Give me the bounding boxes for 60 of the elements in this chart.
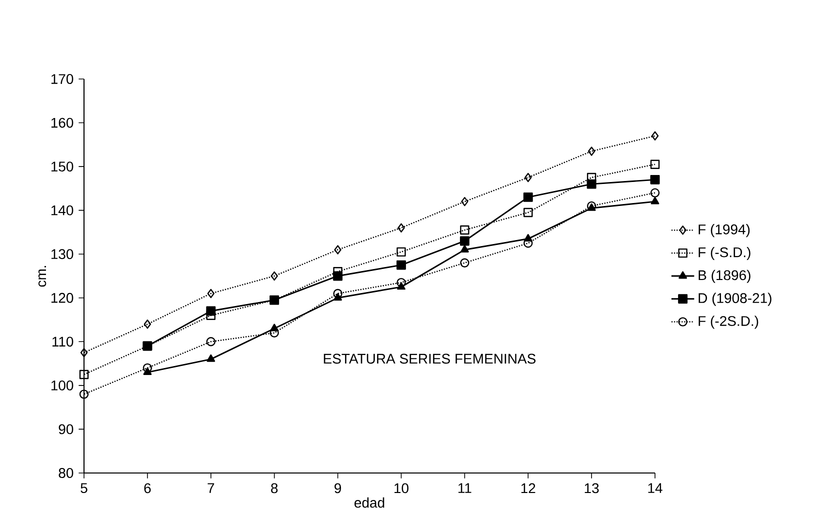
point: [460, 244, 469, 252]
point: [586, 179, 596, 189]
point: [460, 236, 470, 246]
point: [460, 258, 470, 268]
y-tick-label: 140: [51, 205, 74, 216]
y-tick-label: 120: [51, 292, 74, 303]
point: [80, 348, 88, 358]
point: [460, 225, 470, 235]
y-tick-label: 150: [51, 162, 74, 172]
point: [586, 172, 596, 182]
legend-label: F (1994): [698, 224, 750, 238]
point: [523, 192, 533, 202]
x-tick-label: 14: [648, 483, 662, 493]
x-tick-label: 11: [458, 483, 472, 493]
x-tick-label: 8: [271, 483, 278, 494]
point: [398, 223, 405, 232]
point: [396, 247, 406, 257]
x-tick-label: 5: [80, 483, 88, 494]
point: [270, 271, 278, 281]
y-tick-label: 110: [52, 336, 74, 347]
point: [206, 354, 216, 362]
x-tick-label: 12: [521, 483, 536, 494]
point: [206, 337, 216, 346]
point: [333, 271, 343, 281]
y-tick-label: 80: [58, 468, 74, 478]
point: [79, 390, 89, 399]
y-tick-label: 90: [58, 424, 74, 434]
y-tick-label: 170: [51, 74, 74, 84]
y-tick-label: 100: [51, 380, 74, 390]
point: [142, 363, 152, 373]
y-tick-label: 160: [51, 118, 74, 128]
point: [333, 288, 342, 298]
point: [650, 188, 660, 198]
x-tick-label: 9: [334, 483, 341, 494]
point: [588, 146, 596, 156]
text: ESTATURA SERIES FEMENINAS: [324, 354, 536, 364]
point: [650, 196, 660, 204]
y-axis-title: cm.: [38, 266, 46, 287]
x-axis-title: edad: [354, 497, 384, 508]
point: [79, 370, 89, 380]
point: [461, 196, 468, 206]
point: [650, 174, 660, 184]
x-tick-label: 10: [394, 483, 408, 494]
point: [524, 172, 532, 182]
point: [144, 320, 152, 329]
point: [650, 160, 660, 169]
point: [524, 208, 533, 218]
x-tick-label: 6: [144, 483, 151, 494]
point: [651, 131, 659, 141]
legend-label: F (-2S.D.): [698, 316, 758, 329]
point: [206, 306, 216, 316]
legend-label: B (1896): [698, 270, 750, 283]
x-tick-label: 13: [584, 483, 599, 494]
point: [334, 245, 342, 254]
point: [396, 260, 406, 270]
y-tick-label: 130: [51, 249, 74, 260]
legend-label: D (1908-21): [698, 292, 772, 306]
x-tick-label: 7: [208, 483, 214, 493]
point: [207, 288, 214, 298]
legend-label: F (-S.D.): [698, 246, 750, 260]
